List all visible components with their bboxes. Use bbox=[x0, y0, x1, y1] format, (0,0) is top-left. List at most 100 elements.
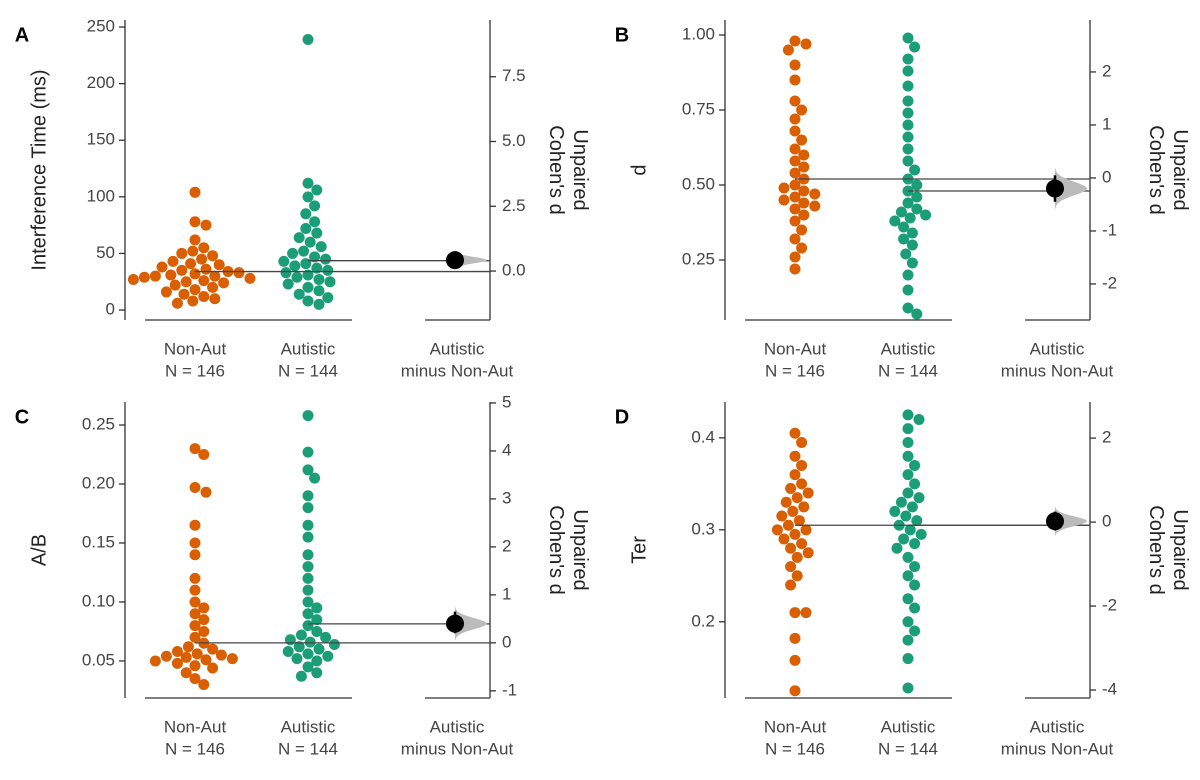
data-point bbox=[200, 486, 212, 498]
data-point bbox=[244, 272, 256, 284]
data-point bbox=[798, 501, 810, 513]
data-point bbox=[909, 164, 921, 176]
data-point bbox=[909, 478, 921, 490]
panel-label: A bbox=[15, 24, 29, 46]
data-point bbox=[800, 38, 812, 50]
data-point bbox=[324, 276, 336, 288]
effect-distribution bbox=[1055, 168, 1087, 209]
y2-tick-label: -4 bbox=[1102, 680, 1117, 699]
data-point bbox=[902, 155, 914, 167]
data-point bbox=[909, 538, 921, 550]
y-tick-label: 0.20 bbox=[82, 473, 115, 492]
panel: 0 50 100 150 200 250 0.0 2.5 5.0 7.5 A Interference… bbox=[15, 17, 591, 381]
data-point bbox=[302, 620, 314, 632]
data-point bbox=[198, 602, 210, 614]
data-point bbox=[898, 533, 910, 545]
data-point bbox=[149, 270, 161, 282]
y2-label-line: Cohen's d bbox=[1145, 125, 1167, 214]
data-point bbox=[789, 427, 801, 439]
y2-tick-label: 1 bbox=[1102, 114, 1111, 133]
effect-distribution bbox=[455, 607, 487, 641]
n-label: N = 144 bbox=[278, 361, 338, 380]
data-point bbox=[322, 264, 334, 276]
data-point bbox=[304, 636, 316, 648]
data-point bbox=[909, 41, 921, 53]
data-point bbox=[889, 505, 901, 517]
data-point bbox=[189, 673, 201, 685]
data-point bbox=[302, 33, 314, 45]
data-point bbox=[187, 245, 199, 257]
data-point bbox=[796, 478, 808, 490]
n-label: N = 144 bbox=[878, 739, 938, 758]
data-point bbox=[171, 297, 183, 309]
data-point bbox=[902, 107, 914, 119]
data-point bbox=[313, 273, 325, 285]
n-label: N = 146 bbox=[765, 361, 825, 380]
data-point bbox=[796, 134, 808, 146]
data-point bbox=[796, 538, 808, 550]
data-point bbox=[320, 253, 332, 265]
x-tick-label: Non-Aut bbox=[764, 717, 827, 736]
y-tick-label: 0.4 bbox=[691, 427, 715, 446]
data-point bbox=[780, 496, 792, 508]
data-point bbox=[196, 253, 208, 265]
data-point bbox=[902, 80, 914, 92]
x-tick-label: Autistic bbox=[881, 339, 936, 358]
data-point bbox=[300, 258, 312, 270]
data-point bbox=[213, 259, 225, 271]
data-point bbox=[291, 653, 303, 665]
data-point bbox=[911, 179, 923, 191]
data-point bbox=[902, 53, 914, 65]
data-point bbox=[189, 660, 201, 672]
panel: 0.2 0.3 0.4 -4 -2 0 2 D Ter UnpairedCohen's d Non-… bbox=[615, 402, 1191, 758]
y-tick-label: 0.10 bbox=[82, 591, 115, 610]
data-point bbox=[300, 208, 312, 220]
effect-label: minus Non-Aut bbox=[401, 361, 514, 380]
data-point bbox=[771, 524, 783, 536]
data-point bbox=[789, 179, 801, 191]
data-point bbox=[189, 234, 201, 246]
data-point bbox=[328, 638, 340, 650]
data-point bbox=[322, 650, 334, 662]
data-point bbox=[778, 194, 790, 206]
data-point bbox=[909, 625, 921, 637]
data-point bbox=[138, 271, 150, 283]
data-point bbox=[278, 255, 290, 267]
data-point bbox=[902, 469, 914, 481]
data-point bbox=[902, 143, 914, 155]
data-point bbox=[920, 209, 932, 221]
data-point bbox=[909, 561, 921, 573]
y-tick-label: 200 bbox=[87, 73, 115, 92]
data-point bbox=[785, 579, 797, 591]
data-point bbox=[171, 657, 183, 669]
y-tick-label: 1.00 bbox=[682, 24, 715, 43]
y2-label-line: Cohen's d bbox=[545, 505, 567, 594]
data-point bbox=[911, 203, 923, 215]
panel: 0.25 0.50 0.75 1.00 -2 -1 0 1 2 Bd UnpairedCohen's… bbox=[615, 20, 1191, 380]
data-point bbox=[902, 409, 914, 421]
data-point bbox=[789, 215, 801, 227]
data-point bbox=[911, 191, 923, 203]
data-point bbox=[309, 200, 321, 212]
data-point bbox=[189, 596, 201, 608]
data-point bbox=[906, 257, 918, 269]
data-point bbox=[789, 632, 801, 644]
x-tick-label: Autistic bbox=[281, 717, 336, 736]
effect-label: Autistic bbox=[430, 717, 485, 736]
data-point bbox=[913, 413, 925, 425]
y-tick-label: 0.15 bbox=[82, 532, 115, 551]
data-point bbox=[165, 269, 177, 281]
data-point bbox=[309, 472, 321, 484]
effect-point bbox=[1046, 512, 1064, 531]
data-point bbox=[789, 155, 801, 167]
data-point bbox=[176, 264, 188, 276]
y2-label-line: Cohen's d bbox=[1145, 505, 1167, 594]
y-axis-label: Ter bbox=[628, 536, 650, 564]
data-point bbox=[302, 191, 314, 203]
data-point bbox=[911, 515, 923, 527]
x-tick-label: Non-Aut bbox=[164, 339, 227, 358]
data-point bbox=[207, 643, 219, 655]
data-point bbox=[785, 561, 797, 573]
panel-label: D bbox=[615, 406, 629, 428]
data-point bbox=[895, 496, 907, 508]
